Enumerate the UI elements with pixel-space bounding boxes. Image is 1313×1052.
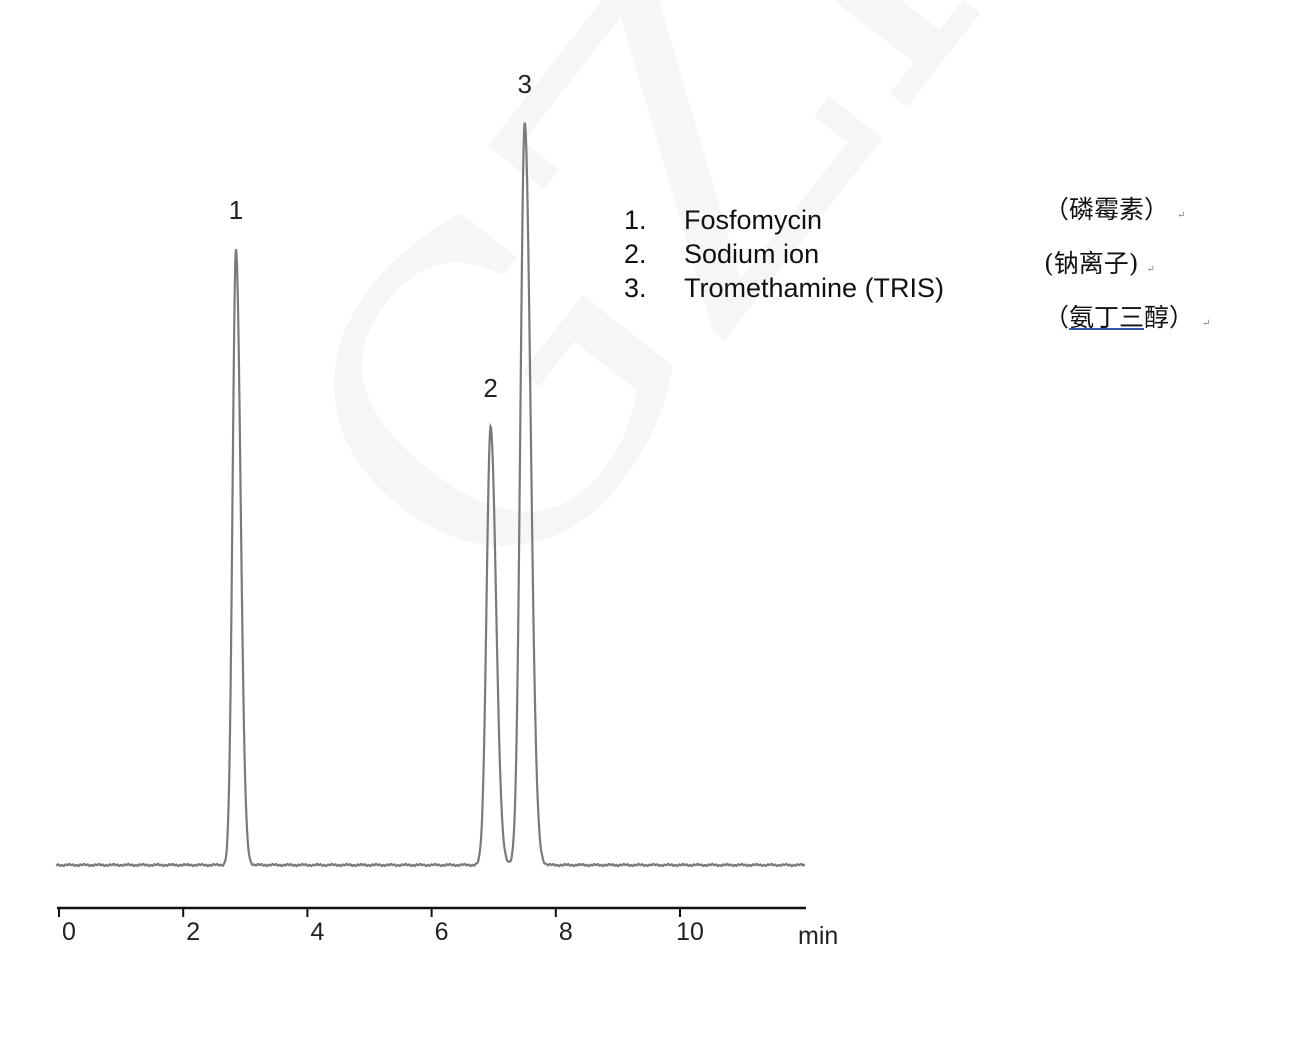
peak-label-2: 2 <box>483 373 497 403</box>
chromatogram-trace <box>55 122 805 868</box>
cn-text: 醇） <box>1144 303 1195 332</box>
cn-text-underlined: 氨丁三 <box>1069 303 1145 332</box>
chinese-names: （磷霉素） ↵ (钠离子) ↵ （氨丁三醇） ↵ <box>1044 186 1210 348</box>
x-tick-label: 4 <box>310 918 324 946</box>
return-mark-icon: ↵ <box>1177 210 1186 221</box>
chinese-name-1: （磷霉素） ↵ <box>1044 186 1210 240</box>
legend: 1. Fosfomycin 2. Sodium ion 3. Trometham… <box>624 203 944 305</box>
x-tick-label: 2 <box>186 918 200 946</box>
return-mark-icon: ↵ <box>1146 264 1155 275</box>
x-tick-label: 6 <box>435 918 449 946</box>
chinese-name-3: （氨丁三醇） ↵ <box>1044 294 1210 348</box>
legend-number: 2. <box>624 239 647 269</box>
peak-label-3: 3 <box>518 69 532 99</box>
return-mark-icon: ↵ <box>1202 318 1211 329</box>
legend-number: 3. <box>624 273 647 303</box>
legend-name: Sodium ion <box>684 239 820 269</box>
legend-item-2: 2. Sodium ion <box>624 237 944 271</box>
cn-text: （磷霉素） <box>1044 195 1170 224</box>
legend-item-3: 3. Tromethamine (TRIS) <box>624 271 944 305</box>
legend-item-1: 1. Fosfomycin <box>624 203 944 237</box>
legend-number: 1. <box>624 205 647 235</box>
x-tick-label: 10 <box>676 918 704 946</box>
x-tick-label: 0 <box>62 918 76 946</box>
x-axis-label: min <box>798 922 838 950</box>
cn-text: (钠离子) <box>1044 249 1139 278</box>
peak-label-1: 1 <box>229 195 243 225</box>
chinese-name-2: (钠离子) ↵ <box>1044 240 1210 294</box>
legend-name: Tromethamine (TRIS) <box>684 273 945 303</box>
x-tick-label: 8 <box>559 918 573 946</box>
legend-name: Fosfomycin <box>684 205 823 235</box>
cn-text: （ <box>1044 303 1070 332</box>
